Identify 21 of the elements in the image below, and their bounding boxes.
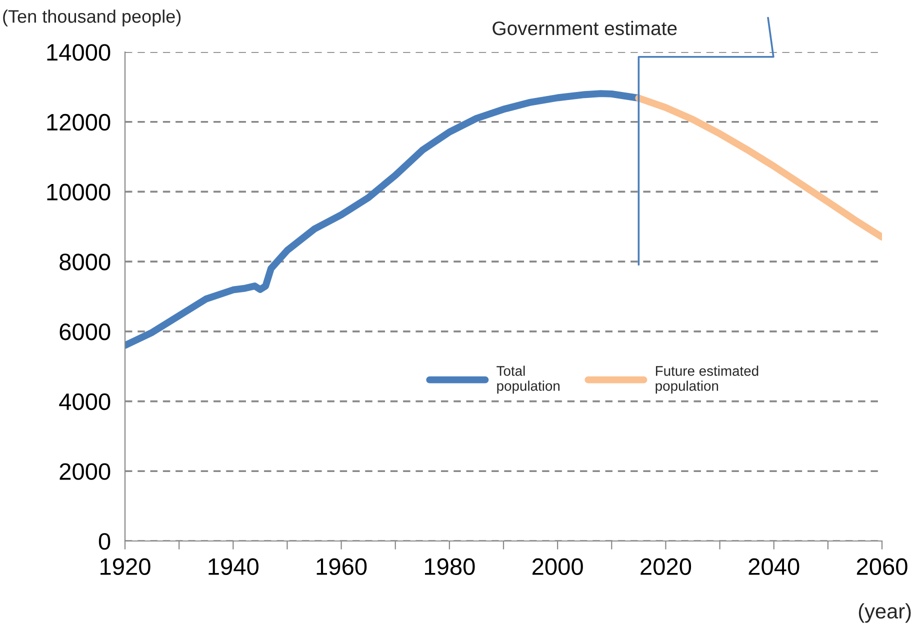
- x-tick-label: 1960: [316, 558, 367, 576]
- y-tick-label: 14000: [47, 44, 110, 61]
- ref-line-label: Government estimate: [492, 20, 677, 36]
- legend-label: Total population: [496, 366, 560, 394]
- x-tick-label: 1920: [100, 558, 150, 576]
- y-tick-label: 0: [98, 533, 110, 550]
- y-tick-label: 2000: [60, 463, 110, 480]
- y-tick-label: 8000: [60, 254, 110, 270]
- y-tick-label: 12000: [47, 114, 110, 131]
- y-tick-label: 6000: [60, 323, 110, 340]
- x-tick-label: 1940: [208, 558, 258, 576]
- x-tick-label: 2000: [532, 558, 583, 576]
- x-tick-label: 2060: [856, 558, 908, 576]
- y-axis-title: (Ten thousand people): [3, 10, 181, 26]
- x-tick-label: 2040: [748, 558, 800, 576]
- x-tick-label: 2020: [640, 558, 692, 576]
- legend-label: Future estimated population: [656, 366, 758, 394]
- x-axis-title: (year): [858, 603, 911, 623]
- y-tick-label: 10000: [47, 184, 110, 200]
- x-tick-label: 1980: [424, 558, 475, 576]
- y-tick-label: 4000: [59, 393, 110, 410]
